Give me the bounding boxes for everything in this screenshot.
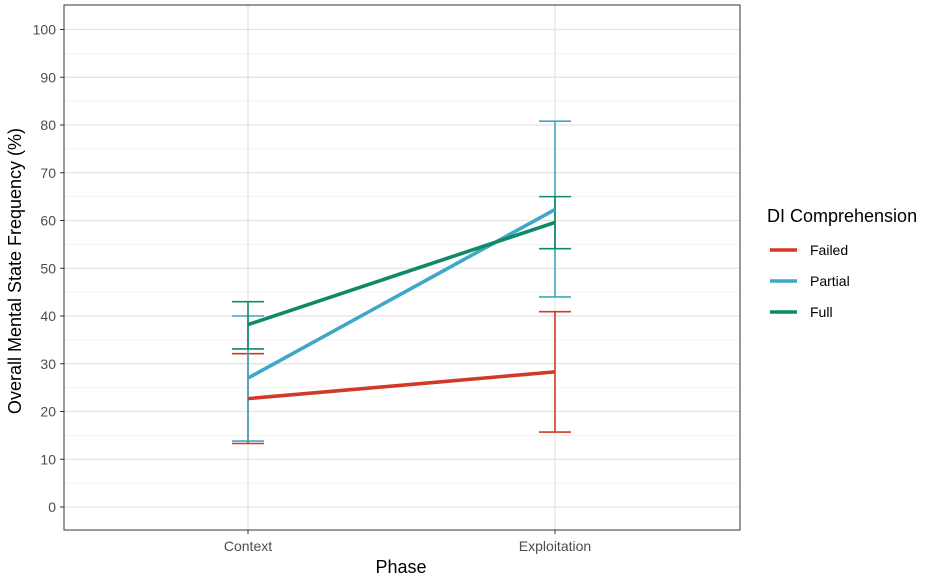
y-tick-label: 30 (40, 356, 56, 372)
y-tick-label: 20 (40, 404, 56, 420)
series-layer (232, 120, 571, 445)
legend-label-failed: Failed (810, 242, 848, 258)
series-line-full (247, 220, 556, 327)
x-tick-label: Exploitation (519, 538, 591, 554)
y-tick-label: 50 (40, 260, 56, 276)
y-tick-label: 60 (40, 213, 56, 229)
legend: DI Comprehension Failed Partial Full (767, 206, 917, 320)
legend-label-partial: Partial (810, 273, 850, 289)
legend-title: DI Comprehension (767, 206, 917, 226)
x-tick-label: Context (224, 538, 272, 554)
x-axis-title: Phase (375, 557, 426, 577)
y-tick-label: 70 (40, 165, 56, 181)
plot-border (63, 4, 741, 531)
y-axis-title: Overall Mental State Frequency (%) (5, 128, 25, 414)
legend-label-full: Full (810, 304, 833, 320)
axis-layer: 0 10 20 30 40 50 60 70 80 90 100 Context Exploitatio… (33, 22, 592, 555)
y-tick-label: 40 (40, 308, 56, 324)
y-tick-label: 100 (33, 22, 57, 38)
y-tick-label: 90 (40, 69, 56, 85)
series-line-failed (247, 370, 556, 401)
y-tick-label: 0 (48, 499, 56, 515)
y-tick-label: 10 (40, 451, 56, 467)
y-tick-label: 80 (40, 117, 56, 133)
